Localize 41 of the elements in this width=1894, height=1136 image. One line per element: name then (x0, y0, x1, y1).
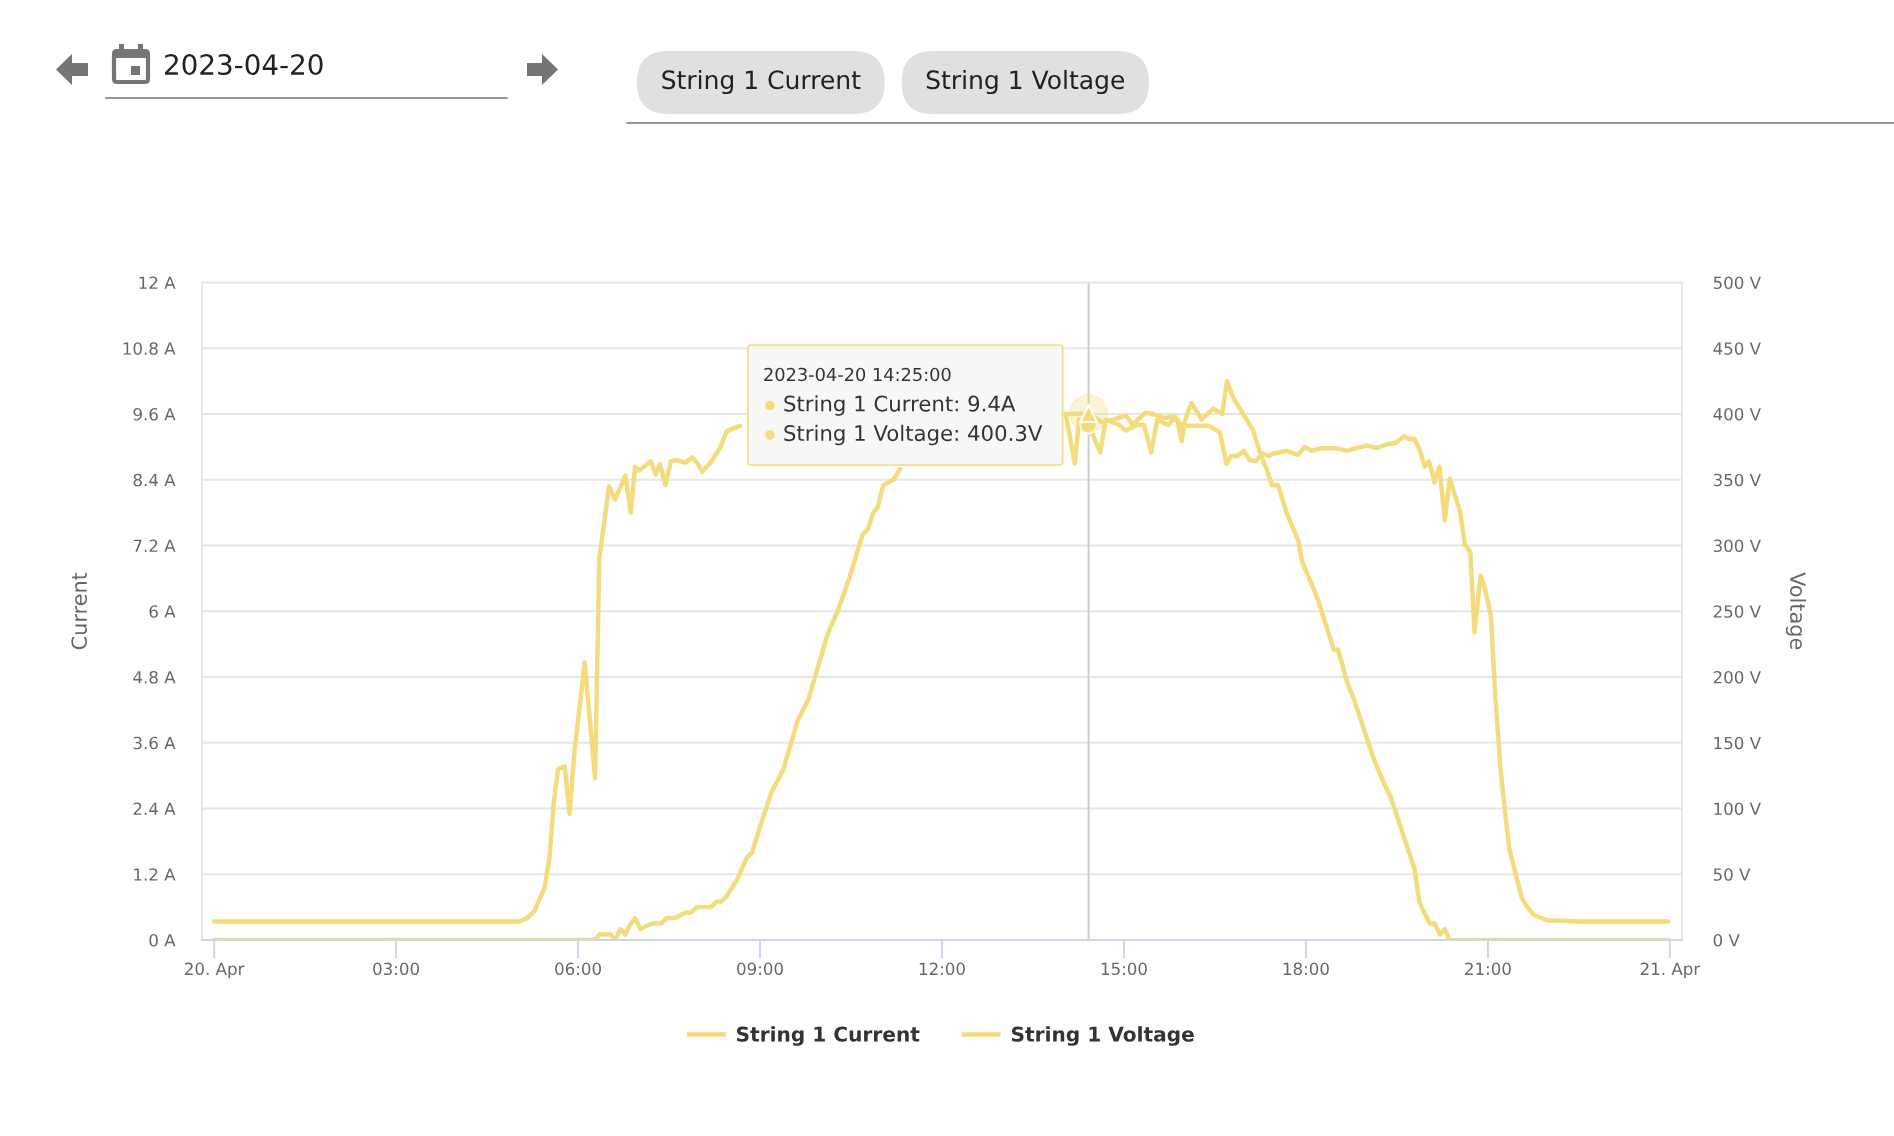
text: 2023-04-20 (165, 54, 323, 76)
y2-tick-label: 450 V (1713, 342, 1761, 355)
y2-tick-label: 50 V (1713, 868, 1751, 881)
y2-tick-label: 200 V (1713, 670, 1761, 684)
x-tick-label: 09:00 (737, 962, 783, 976)
y2-tick-label: 100 V (1714, 802, 1761, 816)
x-tick-label: 12:00 (919, 962, 965, 976)
y-axis-title: Current (71, 572, 88, 650)
y-tick-label: 4.8 A (133, 670, 176, 684)
x-tick-label: 21. Apr (1640, 962, 1701, 979)
x-tick-label: 15:00 (1101, 962, 1147, 976)
y-tick-label: 8.4 A (133, 473, 176, 487)
y2-tick-label: 0 V (1713, 933, 1740, 947)
x-tick-label: 18:00 (1283, 962, 1329, 976)
y2-tick-label: 300 V (1713, 539, 1761, 553)
y2-tick-label: 350 V (1713, 473, 1761, 487)
y-tick-label: 12 A (139, 276, 176, 289)
x-tick-label: 06:00 (555, 962, 601, 976)
y-tick-label: 7.2 A (133, 539, 176, 552)
x-tick-label: 20. Apr (185, 962, 245, 979)
y2-tick-label: 400 V (1713, 407, 1761, 421)
y-tick-label: 9.6 A (133, 407, 176, 421)
y2-axis-title: Voltage (1785, 572, 1807, 650)
y-tick-label: 10.8 A (123, 342, 176, 355)
text: String 1 Voltage (926, 69, 1125, 95)
annotation: 2023-04-20 14:25:00 (764, 367, 951, 382)
y2-tick-label: 500 V (1713, 276, 1761, 290)
y2-tick-label: 250 V (1713, 605, 1761, 618)
legend-label: String 1 Current (736, 1026, 920, 1046)
y-tick-label: 6 A (149, 605, 176, 618)
y-tick-label: 1.2 A (134, 868, 176, 881)
annotation: String 1 Current: 9.4A (784, 395, 1016, 416)
y2-tick-label: 150 V (1714, 736, 1761, 750)
x-tick-label: 21:00 (1465, 962, 1511, 976)
legend-label: String 1 Voltage (1011, 1026, 1194, 1046)
text: String 1 Current (662, 69, 861, 95)
x-tick-label: 03:00 (373, 962, 420, 976)
y-tick-label: 3.6 A (133, 736, 176, 750)
annotation: String 1 Voltage: 400.3V (784, 424, 1043, 446)
y-tick-label: 2.4 A (133, 802, 176, 815)
y-tick-label: 0 A (149, 933, 176, 947)
